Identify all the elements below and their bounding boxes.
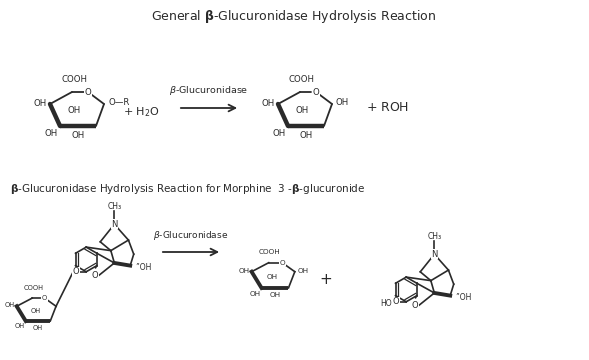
- Text: O: O: [393, 297, 399, 306]
- Text: OH: OH: [33, 325, 43, 331]
- Text: O: O: [92, 271, 98, 280]
- Text: ’’OH: ’’OH: [455, 293, 472, 302]
- Text: O: O: [72, 267, 79, 276]
- Text: OH: OH: [31, 308, 41, 314]
- Text: OH: OH: [299, 131, 313, 140]
- Text: OH: OH: [34, 99, 47, 108]
- Text: $\beta$-Glucuronidase: $\beta$-Glucuronidase: [153, 229, 229, 242]
- Text: O: O: [42, 295, 47, 301]
- Text: N: N: [111, 220, 118, 229]
- Text: OH: OH: [239, 268, 250, 274]
- Text: CH₃: CH₃: [427, 232, 441, 241]
- Text: O: O: [313, 87, 319, 96]
- Text: OH: OH: [295, 105, 309, 114]
- Text: OH: OH: [262, 99, 275, 108]
- Text: OH: OH: [5, 302, 15, 309]
- Text: OH: OH: [273, 129, 286, 138]
- Text: COOH: COOH: [61, 75, 87, 84]
- Text: OH: OH: [250, 291, 260, 297]
- Text: $\beta$-Glucuronidase: $\beta$-Glucuronidase: [169, 84, 249, 97]
- Text: $+\ \mathrm{H_2O}$: $+\ \mathrm{H_2O}$: [123, 105, 160, 119]
- Text: COOH: COOH: [259, 249, 280, 256]
- Text: CH₃: CH₃: [107, 202, 121, 211]
- Text: COOH: COOH: [23, 285, 43, 292]
- Text: ’’OH: ’’OH: [135, 263, 151, 272]
- Text: OH: OH: [269, 292, 280, 298]
- Text: OH: OH: [297, 268, 309, 274]
- Text: O—R: O—R: [108, 98, 130, 107]
- Text: OH: OH: [336, 98, 349, 107]
- Text: OH: OH: [267, 274, 278, 280]
- Text: O: O: [279, 260, 285, 266]
- Text: OH: OH: [71, 131, 85, 140]
- Text: $\mathbf{\beta}$-Glucuronidase Hydrolysis Reaction for Morphine  3 -$\mathbf{\be: $\mathbf{\beta}$-Glucuronidase Hydrolysi…: [10, 182, 365, 196]
- Text: O: O: [85, 87, 91, 96]
- Text: N: N: [431, 250, 438, 259]
- Text: General $\mathbf{\beta}$-Glucuronidase Hydrolysis Reaction: General $\mathbf{\beta}$-Glucuronidase H…: [151, 8, 436, 25]
- Text: HO: HO: [380, 299, 392, 308]
- Text: COOH: COOH: [289, 75, 315, 84]
- Text: OH: OH: [15, 324, 25, 329]
- Text: OH: OH: [45, 129, 58, 138]
- Text: $+$ ROH: $+$ ROH: [366, 100, 409, 113]
- Text: O: O: [412, 301, 418, 310]
- Text: +: +: [320, 273, 332, 288]
- Text: OH: OH: [67, 105, 81, 114]
